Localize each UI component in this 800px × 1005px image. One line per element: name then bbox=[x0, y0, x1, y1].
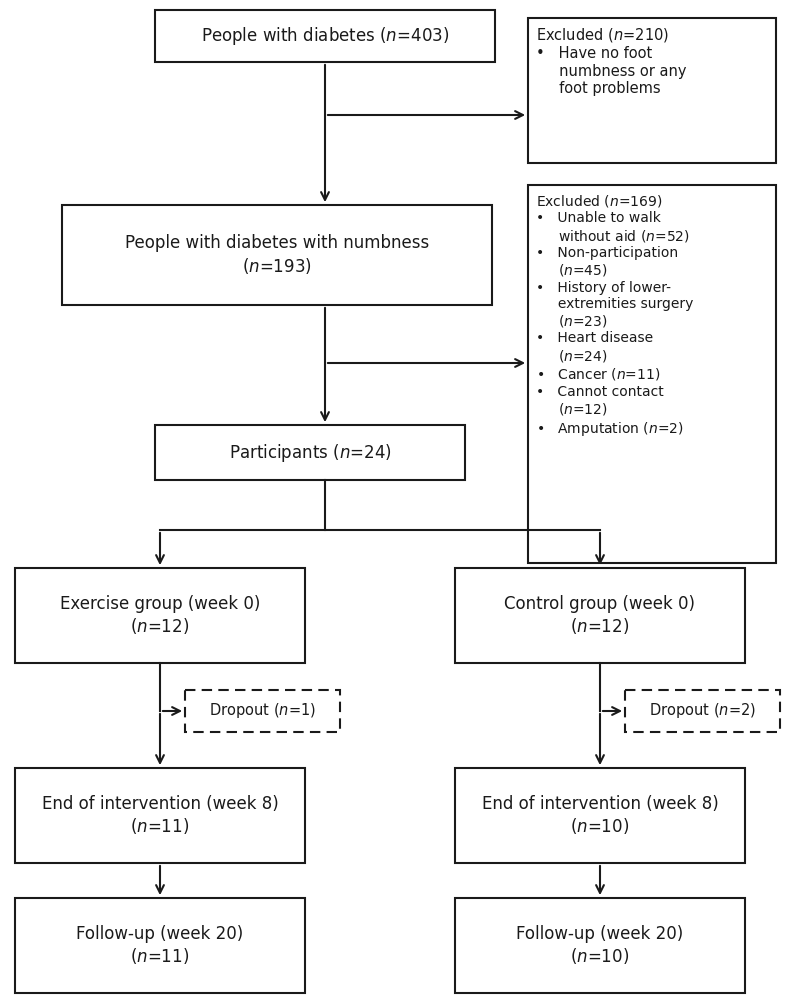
Bar bbox=[155, 10, 495, 62]
Bar bbox=[15, 568, 305, 663]
Bar bbox=[15, 768, 305, 863]
Text: Control group (week 0)
($\it{n}$=12): Control group (week 0) ($\it{n}$=12) bbox=[505, 595, 695, 636]
Bar bbox=[62, 205, 492, 305]
Text: End of intervention (week 8)
($\it{n}$=11): End of intervention (week 8) ($\it{n}$=1… bbox=[42, 795, 278, 836]
Bar bbox=[455, 568, 745, 663]
Bar bbox=[455, 768, 745, 863]
Bar bbox=[455, 898, 745, 993]
Bar bbox=[528, 185, 776, 563]
Text: People with diabetes ($\it{n}$=403): People with diabetes ($\it{n}$=403) bbox=[201, 25, 449, 47]
Text: Excluded ($\it{n}$=169)
•   Unable to walk
     without aid ($\it{n}$=52)
•   No: Excluded ($\it{n}$=169) • Unable to walk… bbox=[536, 193, 694, 438]
Text: Participants ($\it{n}$=24): Participants ($\it{n}$=24) bbox=[229, 441, 391, 463]
Bar bbox=[185, 690, 340, 732]
Text: Exercise group (week 0)
($\it{n}$=12): Exercise group (week 0) ($\it{n}$=12) bbox=[60, 595, 260, 636]
Text: Follow-up (week 20)
($\it{n}$=11): Follow-up (week 20) ($\it{n}$=11) bbox=[76, 925, 244, 966]
Bar bbox=[625, 690, 780, 732]
Text: End of intervention (week 8)
($\it{n}$=10): End of intervention (week 8) ($\it{n}$=1… bbox=[482, 795, 718, 836]
Text: Dropout ($\it{n}$=1): Dropout ($\it{n}$=1) bbox=[209, 701, 316, 721]
Text: People with diabetes with numbness
($\it{n}$=193): People with diabetes with numbness ($\it… bbox=[125, 234, 429, 275]
Text: Excluded ($\it{n}$=210)
•   Have no foot
     numbness or any
     foot problems: Excluded ($\it{n}$=210) • Have no foot n… bbox=[536, 26, 686, 96]
Text: Dropout ($\it{n}$=2): Dropout ($\it{n}$=2) bbox=[649, 701, 756, 721]
Bar bbox=[528, 18, 776, 163]
Bar bbox=[15, 898, 305, 993]
Text: Follow-up (week 20)
($\it{n}$=10): Follow-up (week 20) ($\it{n}$=10) bbox=[516, 925, 684, 966]
Bar bbox=[155, 425, 465, 480]
